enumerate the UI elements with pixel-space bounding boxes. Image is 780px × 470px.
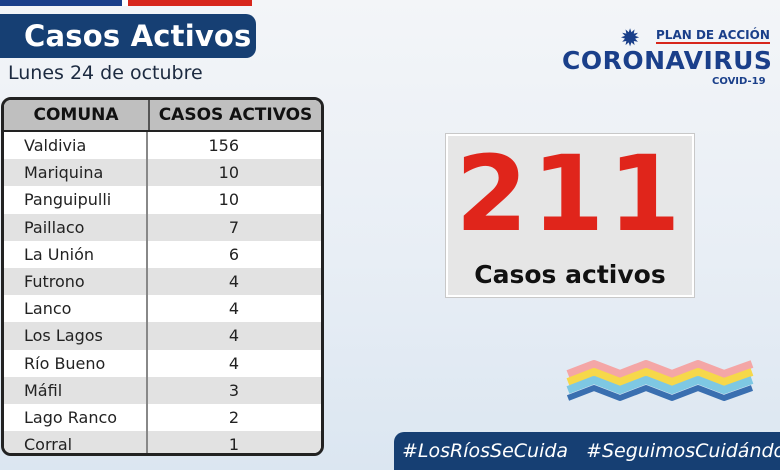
- table-row: Paillaco 7: [4, 213, 321, 241]
- comuna-cell: Río Bueno: [4, 349, 148, 377]
- flag-strip: [0, 0, 252, 6]
- comuna-cell: Mariquina: [4, 159, 148, 187]
- plan-coronavirus-logo: ✹ PLAN DE ACCIÓN CORONAVIRUS COVID-19: [560, 24, 773, 90]
- casos-cell: 156: [208, 136, 239, 156]
- table-row: Panguipulli 10: [4, 186, 321, 214]
- date-label: Lunes 24 de octubre: [8, 62, 203, 84]
- logo-plan-text: PLAN DE ACCIÓN: [656, 28, 770, 44]
- hashtag-losrios: #LosRíosSeCuida: [402, 440, 569, 462]
- table-row: Los Lagos 4: [4, 322, 321, 350]
- casos-cell: 10: [218, 163, 239, 183]
- comuna-cell: Los Lagos: [4, 322, 148, 350]
- casos-cell: 6: [228, 244, 239, 264]
- table-header: COMUNA CASOS ACTIVOS: [4, 100, 321, 132]
- casos-cell: 4: [228, 272, 239, 292]
- table-row: La Unión 6: [4, 240, 321, 268]
- table-row: Valdivia 156: [4, 132, 321, 160]
- logo-main-text: CORONAVIRUS: [562, 46, 773, 75]
- hashtags-bar: #LosRíosSeCuida #SeguimosCuidándonos: [394, 432, 780, 470]
- page-title: Casos Activos: [24, 19, 252, 53]
- comuna-cell: Paillaco: [4, 213, 148, 241]
- cases-table: COMUNA CASOS ACTIVOS Valdivia 156 Mariquin…: [1, 97, 324, 456]
- table-row: Corral 1: [4, 431, 321, 455]
- comuna-cell: Futrono: [4, 267, 148, 296]
- casos-cell: 3: [228, 380, 239, 400]
- title-banner: Casos Activos: [0, 14, 256, 58]
- header-casos: CASOS ACTIVOS: [158, 105, 313, 125]
- logo-sub-text: COVID-19: [712, 76, 766, 87]
- casos-cell: 2: [228, 407, 239, 427]
- casos-cell: 1: [228, 435, 239, 455]
- comuna-cell: Corral: [4, 431, 148, 453]
- table-row: Máfil 3: [4, 376, 321, 404]
- comuna-cell: Máfil: [4, 376, 148, 404]
- active-cases-label: Casos activos: [474, 260, 666, 289]
- virus-icon: ✹: [620, 24, 641, 52]
- header-comuna: COMUNA: [4, 100, 150, 130]
- casos-cell: 4: [228, 353, 239, 373]
- rainbow-wave-icon: [566, 360, 754, 401]
- casos-cell: 7: [228, 217, 239, 237]
- table-row: Futrono 4: [4, 267, 321, 296]
- table-row: Mariquina 10: [4, 159, 321, 187]
- table-body: Valdivia 156 Mariquina 10 Panguipulli 10 Paill…: [4, 132, 321, 455]
- active-cases-counter: 211 Casos activos: [446, 134, 694, 297]
- casos-cell: 4: [228, 299, 239, 319]
- casos-cell: 10: [218, 190, 239, 210]
- comuna-cell: Lanco: [4, 295, 148, 323]
- comuna-cell: Panguipulli: [4, 186, 148, 214]
- comuna-cell: La Unión: [4, 240, 148, 268]
- hashtag-seguimos: #SeguimosCuidándonos: [586, 440, 780, 462]
- casos-cell: 4: [228, 326, 239, 346]
- table-row: Lanco 4: [4, 295, 321, 323]
- comuna-cell: Lago Ranco: [4, 403, 148, 432]
- table-row: Río Bueno 4: [4, 349, 321, 377]
- active-cases-number: 211: [455, 133, 685, 255]
- table-row: Lago Ranco 2: [4, 403, 321, 432]
- comuna-cell: Valdivia: [4, 132, 148, 160]
